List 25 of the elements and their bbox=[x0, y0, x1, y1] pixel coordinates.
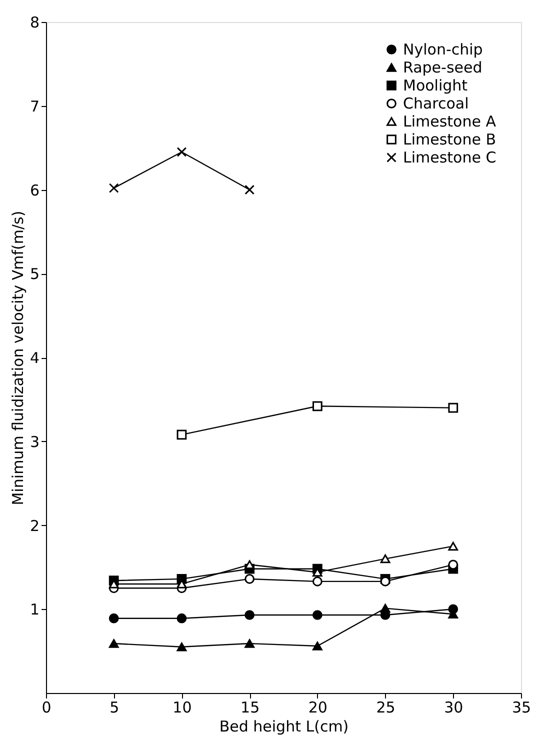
y-tick-label: 6 bbox=[30, 181, 40, 200]
x-tick-label: 25 bbox=[376, 698, 396, 716]
y-tick-label: 3 bbox=[30, 432, 40, 451]
y-tick-label: 4 bbox=[30, 349, 40, 367]
y-tick-label: 1 bbox=[30, 600, 40, 619]
legend-label: Limestone A bbox=[403, 112, 497, 130]
legend-label: Moolight bbox=[403, 76, 468, 94]
legend-label: Limestone C bbox=[403, 148, 496, 166]
x-tick-label: 35 bbox=[512, 698, 532, 716]
x-tick-label: 10 bbox=[172, 698, 192, 716]
x-tick-label: 15 bbox=[240, 698, 260, 716]
y-tick-label: 2 bbox=[30, 516, 40, 535]
x-tick-label: 5 bbox=[110, 698, 120, 716]
legend-label: Nylon-chip bbox=[403, 40, 483, 58]
x-tick-label: 30 bbox=[444, 698, 464, 716]
y-tick-label: 8 bbox=[30, 14, 40, 32]
y-axis-title: Minimum fluidization velocity Vmf(m/s) bbox=[8, 210, 27, 506]
x-tick-label: 20 bbox=[308, 698, 328, 716]
y-tick-label: 5 bbox=[30, 265, 40, 284]
legend-label: Limestone B bbox=[403, 130, 496, 148]
x-axis-title: Bed height L(cm) bbox=[219, 718, 349, 736]
y-tick-label: 7 bbox=[30, 97, 40, 116]
legend-label: Charcoal bbox=[403, 94, 469, 112]
legend-label: Rape-seed bbox=[403, 58, 482, 76]
x-tick-label: 0 bbox=[42, 698, 52, 716]
